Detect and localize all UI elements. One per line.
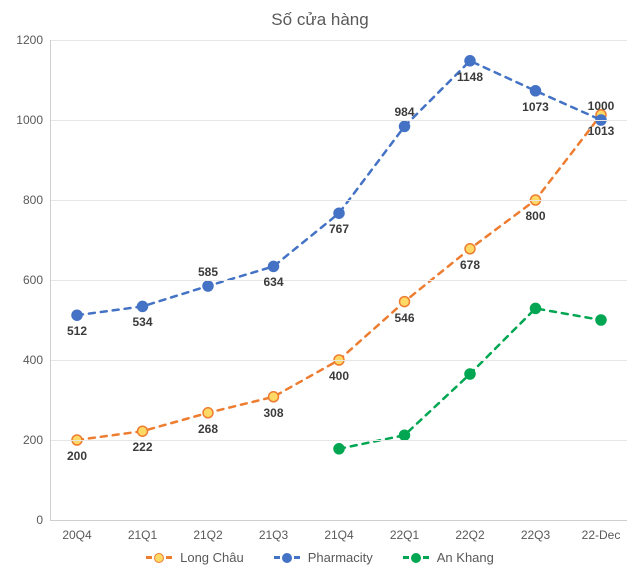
x-tick-label: 21Q3 [259, 520, 288, 542]
series-marker [596, 315, 606, 325]
data-label: 222 [132, 440, 152, 454]
series-line [77, 115, 601, 440]
y-tick-label: 0 [36, 513, 51, 527]
y-tick-label: 400 [23, 353, 51, 367]
y-tick-label: 800 [23, 193, 51, 207]
x-tick-label: 22Q1 [390, 520, 419, 542]
series-marker [203, 408, 213, 418]
chart-title: Số cửa hàng [0, 10, 640, 30]
gridline [51, 360, 627, 361]
x-tick-label: 21Q1 [128, 520, 157, 542]
series-marker [72, 310, 82, 320]
series-marker [465, 56, 475, 66]
y-tick-label: 600 [23, 273, 51, 287]
data-label: 512 [67, 324, 87, 338]
data-label: 767 [329, 222, 349, 236]
legend: Long Châu Pharmacity An Khang [0, 550, 640, 565]
data-label: 1073 [522, 100, 549, 114]
series-marker [400, 121, 410, 131]
legend-swatch [146, 556, 172, 559]
data-label: 268 [198, 422, 218, 436]
data-label: 1013 [588, 124, 615, 138]
data-label: 1148 [457, 70, 483, 84]
legend-label: Long Châu [180, 550, 244, 565]
legend-item: An Khang [403, 550, 494, 565]
series-marker [334, 208, 344, 218]
legend-item: Long Châu [146, 550, 244, 565]
data-label: 800 [525, 209, 545, 223]
data-label: 546 [394, 311, 414, 325]
series-marker [465, 369, 475, 379]
gridline [51, 120, 627, 121]
series-marker [400, 297, 410, 307]
y-tick-label: 200 [23, 433, 51, 447]
line-chart: Số cửa hàng 0 200 400 600 800 1000 1200 20Q4 21Q… [0, 0, 640, 571]
legend-label: Pharmacity [308, 550, 373, 565]
legend-swatch [274, 556, 300, 559]
series-marker [465, 244, 475, 254]
legend-label: An Khang [437, 550, 494, 565]
y-tick-label: 1200 [16, 33, 51, 47]
x-tick-label: 20Q4 [62, 520, 91, 542]
x-tick-label: 22Q3 [521, 520, 550, 542]
data-label: 634 [263, 275, 283, 289]
legend-item: Pharmacity [274, 550, 373, 565]
gridline [51, 40, 627, 41]
series-marker [138, 301, 148, 311]
series-marker [531, 303, 541, 313]
series-marker [138, 426, 148, 436]
data-label: 678 [460, 258, 480, 272]
x-tick-label: 21Q2 [193, 520, 222, 542]
data-label: 308 [263, 406, 283, 420]
x-tick-label: 22Q2 [455, 520, 484, 542]
series-marker [531, 86, 541, 96]
series-marker [269, 392, 279, 402]
data-label: 1000 [588, 99, 615, 113]
data-label: 534 [132, 315, 152, 329]
plot-area: 02004006008001000120020Q421Q121Q221Q321Q… [50, 40, 627, 521]
series-marker [203, 281, 213, 291]
gridline [51, 200, 627, 201]
series-marker [334, 444, 344, 454]
data-label: 984 [394, 105, 414, 119]
gridline [51, 280, 627, 281]
series-marker [400, 430, 410, 440]
data-label: 200 [67, 449, 87, 463]
data-label: 400 [329, 369, 349, 383]
y-tick-label: 1000 [16, 113, 51, 127]
data-label: 585 [198, 265, 218, 279]
x-tick-label: 21Q4 [324, 520, 353, 542]
series-marker [269, 261, 279, 271]
legend-swatch [403, 556, 429, 559]
x-tick-label: 22-Dec [582, 520, 621, 542]
